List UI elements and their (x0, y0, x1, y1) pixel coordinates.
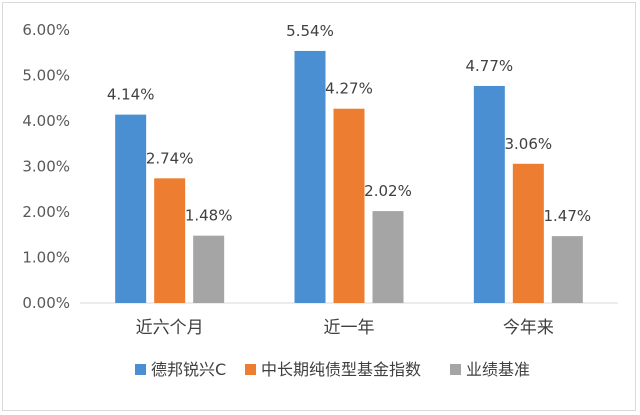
bar (512, 163, 544, 303)
data-label: 2.74% (146, 149, 194, 167)
legend-label: 德邦锐兴C (151, 360, 226, 379)
bar (551, 236, 583, 303)
data-label: 3.06% (505, 135, 553, 153)
y-tick-label: 4.00% (22, 112, 70, 130)
data-label: 1.48% (185, 207, 233, 225)
data-label: 4.27% (325, 80, 373, 98)
x-category-label: 近一年 (324, 318, 375, 338)
x-category-label: 近六个月 (136, 318, 204, 338)
y-tick-label: 6.00% (22, 21, 70, 39)
y-tick-label: 5.00% (22, 67, 70, 85)
legend-label: 中长期纯债型基金指数 (261, 360, 421, 379)
y-tick-label: 3.00% (22, 158, 70, 176)
y-tick-label: 0.00% (22, 294, 70, 312)
bar (154, 178, 186, 303)
bar (193, 235, 225, 303)
legend-label: 业绩基准 (466, 360, 530, 379)
data-label: 2.02% (364, 182, 412, 200)
bar (115, 114, 147, 303)
x-category-label: 今年来 (503, 318, 554, 338)
bar (473, 85, 505, 303)
bar (294, 50, 326, 304)
bar (333, 108, 365, 303)
data-label: 4.77% (466, 57, 514, 75)
data-label: 4.14% (107, 86, 155, 104)
legend-swatch (245, 364, 256, 375)
legend-swatch (135, 364, 146, 375)
data-label: 1.47% (544, 207, 592, 225)
bar (372, 211, 404, 303)
y-tick-label: 2.00% (22, 203, 70, 221)
data-label: 5.54% (286, 22, 334, 40)
legend-swatch (450, 364, 461, 375)
y-tick-label: 1.00% (22, 249, 70, 267)
